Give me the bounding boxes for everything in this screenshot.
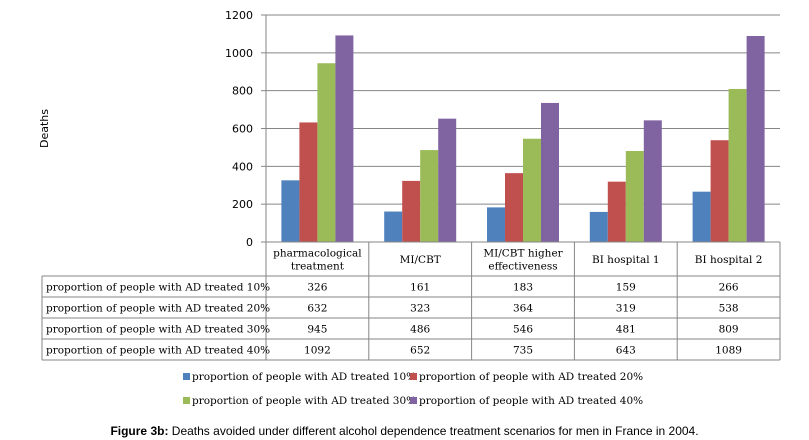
bar-chart: Deaths 0 200 400 600 800 1000 1200 pharmacologic… — [38, 9, 781, 407]
table-cell-value: 1092 — [304, 345, 331, 357]
category-label: treatment — [291, 261, 345, 273]
legend-swatch — [183, 373, 190, 380]
table-cell-value: 364 — [513, 303, 533, 315]
table-cell-value: 161 — [410, 282, 430, 294]
table-row-label: proportion of people with AD treated 20% — [46, 303, 270, 315]
bar — [487, 207, 505, 242]
bar — [589, 211, 608, 242]
bar — [420, 150, 439, 242]
category-label: pharmacological — [273, 248, 362, 260]
bar — [728, 88, 747, 242]
legend-swatch — [410, 373, 417, 380]
table-cell-value: 319 — [616, 303, 636, 315]
table-row-label: proportion of people with AD treated 10% — [46, 282, 270, 294]
legend-label: proportion of people with AD treated 20% — [419, 371, 643, 383]
y-tick-label: 200 — [232, 198, 253, 211]
category-label: MI/CBT higher — [483, 248, 563, 260]
table-cell-value: 481 — [616, 324, 636, 336]
legend-swatch — [410, 397, 417, 404]
table-cell-value: 538 — [719, 303, 739, 315]
y-tick-label: 1200 — [225, 9, 253, 22]
category-label: MI/CBT — [400, 254, 441, 266]
legend-label: proportion of people with AD treated 40% — [419, 395, 643, 407]
bar — [317, 63, 336, 242]
bar — [541, 102, 559, 243]
y-tick-label: 600 — [232, 123, 253, 136]
bar — [438, 118, 457, 242]
category-label: BI hospital 2 — [695, 254, 763, 266]
figure-caption: Figure 3b: Deaths avoided under differen… — [0, 424, 809, 438]
bar — [625, 151, 644, 242]
table-row-label: proportion of people with AD treated 30% — [46, 324, 270, 336]
table-cell-value: 183 — [513, 282, 533, 294]
table-cell-value: 643 — [616, 345, 636, 357]
table-cell-value: 1089 — [715, 345, 742, 357]
bar — [299, 122, 318, 242]
bar — [607, 181, 626, 242]
table-cell-value: 486 — [410, 324, 430, 336]
table-cell-value: 546 — [513, 324, 533, 336]
bar — [505, 173, 523, 242]
table-cell-value: 326 — [307, 282, 327, 294]
table-cell-value: 159 — [616, 282, 636, 294]
table-cell-value: 735 — [513, 345, 533, 357]
legend-label: proportion of people with AD treated 10% — [192, 371, 416, 383]
y-tick-label: 1000 — [225, 47, 253, 60]
table-cell-value: 266 — [719, 282, 739, 294]
bar — [643, 120, 662, 242]
bar — [523, 138, 541, 242]
category-label: BI hospital 1 — [592, 254, 660, 266]
y-tick-label: 800 — [232, 85, 253, 98]
table-cell-value: 323 — [410, 303, 430, 315]
table-cell-value: 809 — [719, 324, 739, 336]
y-axis-label: Deaths — [38, 109, 51, 148]
bar — [281, 180, 300, 242]
bar — [402, 180, 421, 242]
caption-text: Deaths avoided under different alcohol d… — [168, 424, 699, 438]
bar — [335, 35, 354, 243]
table-cell-value: 945 — [307, 324, 327, 336]
table-row-label: proportion of people with AD treated 40% — [46, 345, 270, 357]
table-cell-value: 652 — [410, 345, 430, 357]
legend-label: proportion of people with AD treated 30% — [192, 395, 416, 407]
bar — [692, 191, 711, 242]
category-label: effectiveness — [488, 261, 557, 273]
legend-swatch — [183, 397, 190, 404]
bar — [746, 35, 765, 243]
y-tick-label: 0 — [246, 236, 253, 249]
caption-label: Figure 3b: — [110, 424, 169, 438]
y-tick-label: 400 — [232, 160, 253, 173]
bar — [384, 211, 403, 242]
table-cell-value: 632 — [307, 303, 327, 315]
bar — [710, 140, 729, 242]
